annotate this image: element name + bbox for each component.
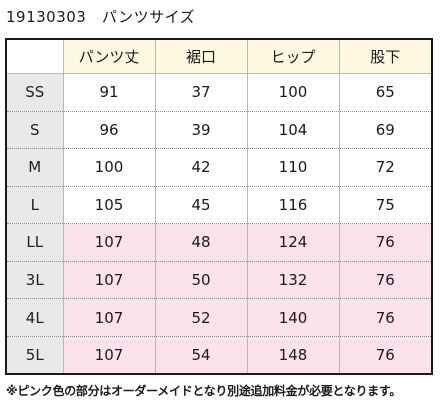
row-size-label: 4L xyxy=(7,298,64,337)
table-row: L 105 45 116 75 xyxy=(7,186,431,225)
cell-pants-length: 91 xyxy=(63,73,156,112)
cell-inseam: 76 xyxy=(339,298,431,337)
cell-hip: 148 xyxy=(247,336,340,373)
page-title: 19130303 パンツサイズ xyxy=(6,8,196,26)
row-size-label: M xyxy=(7,148,64,187)
cell-inseam: 76 xyxy=(339,223,431,262)
cell-pants-length: 105 xyxy=(63,186,156,225)
cell-inseam: 72 xyxy=(339,148,431,187)
custom-order-footnote: ※ピンク色の部分はオーダーメイドとなり別途追加料金が必要となります。 xyxy=(6,384,402,398)
table-row-custom-order: LL 107 48 124 76 xyxy=(7,223,431,262)
cell-hem-width: 54 xyxy=(155,336,248,373)
cell-hip: 110 xyxy=(247,148,340,187)
row-size-label: SS xyxy=(7,73,64,112)
cell-hem-width: 52 xyxy=(155,298,248,337)
cell-inseam: 76 xyxy=(339,261,431,300)
header-hem-width: 裾口 xyxy=(155,40,248,74)
row-size-label: LL xyxy=(7,223,64,262)
cell-inseam: 76 xyxy=(339,336,431,373)
row-size-label: 5L xyxy=(7,336,64,373)
cell-pants-length: 107 xyxy=(63,223,156,262)
cell-hip: 100 xyxy=(247,73,340,112)
table-row-custom-order: 5L 107 54 148 76 xyxy=(7,336,431,373)
header-pants-length: パンツ丈 xyxy=(63,40,156,74)
table-row: SS 91 37 100 65 xyxy=(7,73,431,112)
cell-inseam: 69 xyxy=(339,111,431,150)
cell-hip: 104 xyxy=(247,111,340,150)
cell-pants-length: 107 xyxy=(63,261,156,300)
table-row-custom-order: 3L 107 50 132 76 xyxy=(7,261,431,300)
cell-inseam: 75 xyxy=(339,186,431,225)
corner-cell xyxy=(7,40,64,74)
cell-hem-width: 37 xyxy=(155,73,248,112)
cell-pants-length: 107 xyxy=(63,298,156,337)
cell-hem-width: 39 xyxy=(155,111,248,150)
cell-hem-width: 48 xyxy=(155,223,248,262)
size-table-container: パンツ丈 裾口 ヒップ 股下 SS 91 37 100 65 S 96 39 1… xyxy=(5,38,433,375)
cell-hip: 116 xyxy=(247,186,340,225)
cell-hip: 140 xyxy=(247,298,340,337)
size-table: パンツ丈 裾口 ヒップ 股下 SS 91 37 100 65 S 96 39 1… xyxy=(7,40,431,373)
cell-pants-length: 107 xyxy=(63,336,156,373)
table-row-custom-order: 4L 107 52 140 76 xyxy=(7,298,431,337)
cell-pants-length: 100 xyxy=(63,148,156,187)
row-size-label: 3L xyxy=(7,261,64,300)
cell-hem-width: 42 xyxy=(155,148,248,187)
header-inseam: 股下 xyxy=(339,40,431,74)
cell-inseam: 65 xyxy=(339,73,431,112)
header-hip: ヒップ xyxy=(247,40,340,74)
row-size-label: S xyxy=(7,111,64,150)
cell-pants-length: 96 xyxy=(63,111,156,150)
cell-hem-width: 45 xyxy=(155,186,248,225)
table-row: S 96 39 104 69 xyxy=(7,111,431,150)
table-row: M 100 42 110 72 xyxy=(7,148,431,187)
cell-hem-width: 50 xyxy=(155,261,248,300)
cell-hip: 124 xyxy=(247,223,340,262)
row-size-label: L xyxy=(7,186,64,225)
header-row: パンツ丈 裾口 ヒップ 股下 xyxy=(7,40,431,74)
cell-hip: 132 xyxy=(247,261,340,300)
